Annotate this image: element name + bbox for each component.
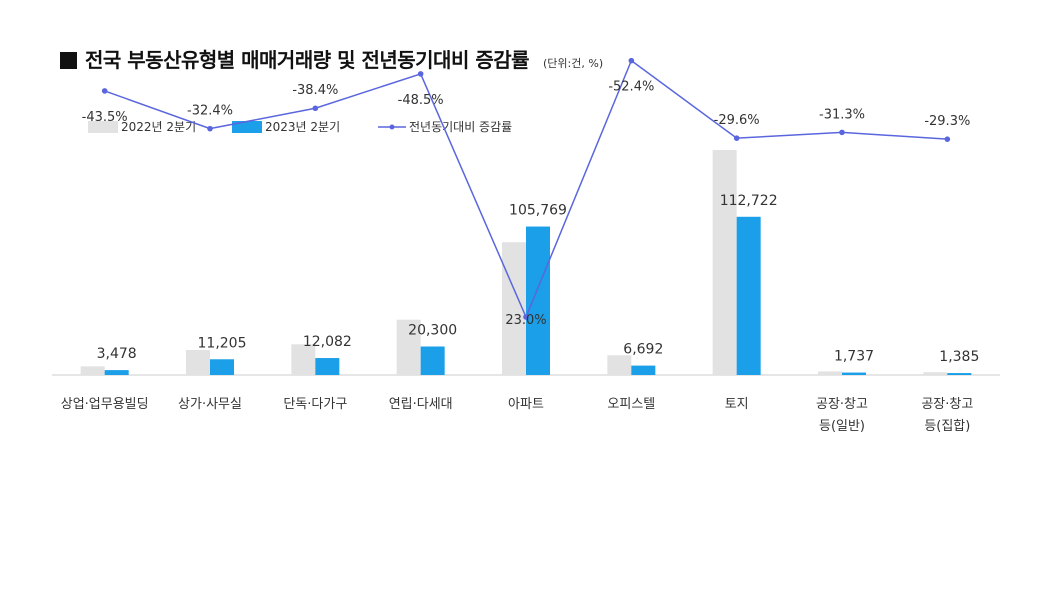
bar-2022 [923,372,948,375]
bar-2022 [80,366,105,375]
legend: 2022년 2분기 2023년 2분기 전년동기대비 증감률 [88,120,512,134]
rate-point [207,125,213,132]
rate-label: -52.4% [608,80,654,95]
rate-point [417,71,424,77]
legend-label-rate: 전년동기대비 증감률 [409,120,512,134]
category-labels: 상업·업무용빌딩 상가·사무실 단독·다가구 연립·다세대 아파트 오피스텔 토지 공장·창고… [61,397,974,434]
bar-2022 [607,355,632,375]
rate-label: -48.5% [398,93,444,108]
rate-point [101,88,108,94]
bar-2023 [104,370,129,375]
chart-title: 전국 부동산유형별 매매거래량 및 전년동기대비 증감률 [85,48,530,72]
category-label: 아파트 [508,397,544,412]
title-square-icon [60,52,77,69]
bar-2022 [818,371,842,375]
rate-point [523,314,529,320]
category-label: 등(일반) [819,419,865,434]
bar-2023 [631,365,656,375]
bar-2023 [420,346,445,375]
rate-point [312,105,319,112]
value-labels: 3,478 11,205 12,082 20,300 105,769 6,692 112,7… [97,193,980,365]
rate-label: -31.3% [819,107,865,122]
legend-label-2022: 2022년 2분기 [121,120,196,134]
category-label: 상가·사무실 [178,397,242,412]
bar-2023 [210,359,234,375]
legend-swatch-2022 [88,121,118,133]
legend-marker-rate [389,124,395,130]
rate-label: -29.3% [924,114,970,129]
category-label: 상업·업무용빌딩 [61,397,149,412]
category-label: 등(집합) [924,419,970,434]
chart-title-row: 전국 부동산유형별 매매거래량 및 전년동기대비 증감률 (단위:건, %) [60,44,603,73]
bar-2023 [526,226,550,375]
value-label: 11,205 [198,335,247,351]
rate-label: -29.6% [714,113,760,128]
category-label: 공장·창고 [921,397,973,412]
rate-point [628,57,635,64]
series-2023-bars [104,216,972,375]
value-label: 12,082 [303,334,352,350]
rate-line-series [101,57,951,320]
bar-2022 [712,150,737,375]
bar-2023 [736,216,761,375]
bar-2022 [186,349,210,375]
legend-swatch-2023 [232,121,262,133]
value-label: 20,300 [408,323,457,339]
series-2022-bars [80,150,948,375]
bar-2022 [396,319,421,375]
value-label: 1,737 [834,349,874,365]
value-label: 1,385 [939,349,979,365]
bar-2022 [291,344,316,375]
rate-label: -38.4% [292,83,338,98]
rate-point [839,129,845,136]
bar-2023 [842,372,866,375]
category-label: 연립·다세대 [389,397,453,412]
value-label: 112,722 [720,193,778,209]
rate-labels: -43.5% -32.4% -38.4% -48.5% 23.0% -52.4% -29.6… [82,80,971,328]
unit-note: (단위:건, %) [543,57,604,70]
value-label: 105,769 [509,203,567,219]
rate-point [733,135,740,141]
category-label: 공장·창고 [816,397,868,412]
bar-2023 [315,358,340,375]
category-label: 단독·다가구 [283,397,347,412]
rate-label: 23.0% [505,313,546,328]
rate-label: -32.4% [187,104,233,119]
bar-2023 [947,373,972,375]
rate-label: -43.5% [82,110,128,125]
value-label: 6,692 [623,342,663,358]
category-label: 오피스텔 [607,397,655,412]
rate-point [944,136,951,142]
legend-label-2023: 2023년 2분기 [265,120,340,134]
value-label: 3,478 [97,346,137,362]
category-label: 토지 [725,397,749,412]
